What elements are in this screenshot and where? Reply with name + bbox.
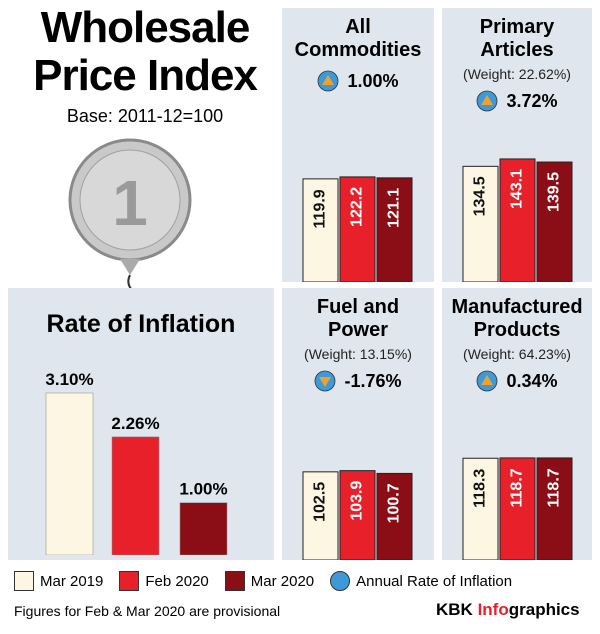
legend-swatch [224,571,245,591]
bar [339,176,376,282]
value-label: 1.00% [179,480,227,499]
bar-area: 3.10% 2.26% 1.00% [45,370,228,555]
rate-label: 0.34% [506,370,558,391]
brand-part: graphics [508,600,580,619]
rate-arrow [322,75,335,85]
bar-area: 119.9 122.2 121.1 [302,176,413,282]
bar-area: 102.5 103.9 100.7 [302,470,413,560]
chart-panel: Fuel and Power (Weight: 13.15%) -1.76% 102.… [282,288,434,560]
rate-badge [318,70,339,92]
chart-title: Fuel and Power [316,296,400,341]
bar [302,471,339,560]
rate-arrow [481,95,494,105]
chart-panel: Primary Articles (Weight: 22.62%) 3.72% 134… [442,8,592,282]
bar-area: 118.3 118.7 118.7 [462,457,573,560]
chart-title: All Commodities [294,16,422,61]
rate-label: -1.76% [344,370,402,391]
value-label: 118.3 [472,469,489,508]
svg-text:1: 1 [112,167,148,239]
legend-label: Feb 2020 [145,572,209,590]
value-label: 2.26% [111,414,159,433]
legend-label: Mar 2019 [40,572,104,590]
footnote: Figures for Feb & Mar 2020 are provision… [14,603,281,619]
value-label: 119.9 [312,189,329,228]
value-label: 100.7 [386,483,403,523]
annual-rate: 1.00% [317,70,399,92]
rate-badge [477,90,498,112]
bar [302,178,339,282]
bar [339,470,376,560]
chart-subtitle: (Weight: 13.15%) [304,346,412,362]
chart-title: Manufactured Products [451,296,583,341]
main-title: Wholesale Price Index [33,3,258,100]
legend-item: Mar 2020 [224,571,315,591]
value-label: 121.1 [386,188,403,228]
bar [376,177,413,282]
brand-part: Info [477,600,509,619]
bar [462,457,499,560]
value-label: 143.1 [509,169,526,209]
chart-subtitle: (Weight: 64.23%) [463,346,571,362]
coin-illustration: 1 [68,138,192,294]
bar [376,472,413,560]
legend-item: Feb 2020 [119,571,209,591]
legend-label: Mar 2020 [250,572,315,590]
chart-panel: Rate of Inflation 3.10% 2.26% 1.00% [8,288,274,560]
legend-item: Mar 2019 [14,571,103,591]
annual-rate: 3.72% [476,90,558,112]
bar [111,436,160,555]
annual-rate: 0.34% [476,370,558,392]
value-label: 3.10% [45,370,93,389]
rate-label: 1.00% [347,70,399,91]
value-label: 103.9 [349,481,366,521]
bar-area: 134.5 143.1 139.5 [462,158,573,282]
chart-title: Primary Articles [479,16,555,61]
rate-label: 3.72% [506,90,558,111]
value-label: 102.5 [312,482,329,522]
legend: Mar 2019 Feb 2020 Mar 2020 Annual Rate of I… [14,568,594,594]
chart-title: Rate of Inflation [46,310,236,338]
chart-panel: All Commodities 1.00% 119.9 122.2 121.1 [282,8,434,282]
rate-badge [315,370,336,392]
bar [179,502,228,555]
value-label: 139.5 [546,172,563,212]
bar [45,392,94,555]
legend-swatch [14,571,34,591]
legend-label: Annual Rate of Inflation [356,572,513,590]
annual-rate: -1.76% [314,370,402,392]
chart-panel: Manufactured Products (Weight: 64.23%) 0.3… [442,288,592,560]
legend-swatch [330,571,351,591]
bar [536,161,573,282]
rate-arrow [481,375,494,385]
bar [499,158,536,282]
value-label: 118.7 [509,468,526,507]
legend-swatch [119,571,140,591]
brand: KBK Infographics [436,600,580,620]
chart-subtitle: (Weight: 22.62%) [463,66,571,82]
rate-arrow [319,377,332,387]
rate-badge [477,370,498,392]
bar [462,165,499,282]
legend-item: Annual Rate of Inflation [330,571,512,591]
value-label: 118.7 [546,468,563,507]
base-note: Base: 2011-12=100 [66,106,224,126]
value-label: 134.5 [472,176,489,216]
bar [499,457,536,560]
brand-part: KBK [436,600,473,619]
bar [536,457,573,560]
value-label: 122.2 [349,187,366,227]
